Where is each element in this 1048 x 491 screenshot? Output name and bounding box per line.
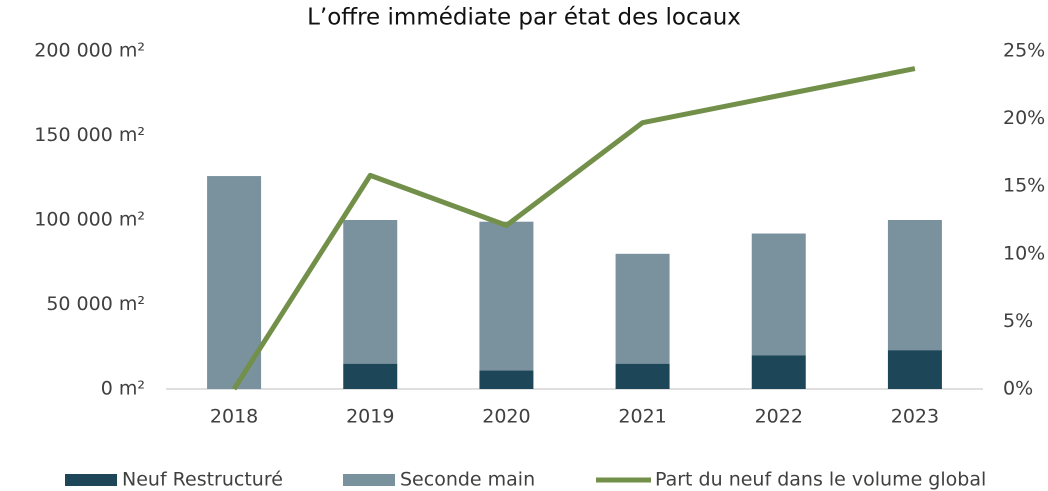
legend-swatch xyxy=(65,474,117,486)
bar-segment xyxy=(343,220,398,364)
y-tick-label: 50 000 m² xyxy=(46,293,145,315)
bar-segment xyxy=(887,350,942,389)
x-tick-label: 2023 xyxy=(891,406,939,428)
y2-tick-label: 15% xyxy=(1003,175,1045,197)
y-tick-label: 0 m² xyxy=(101,378,145,400)
y-tick-label: 200 000 m² xyxy=(34,40,145,62)
y2-tick-label: 0% xyxy=(1003,378,1033,400)
y2-tick-label: 20% xyxy=(1003,107,1045,129)
x-tick-label: 2021 xyxy=(618,406,666,428)
bar-segment xyxy=(479,221,534,371)
bar-segment xyxy=(615,363,670,389)
bar-segment xyxy=(207,176,262,389)
line-series xyxy=(231,66,916,391)
x-tick-label: 2020 xyxy=(482,406,530,428)
chart-title: L’offre immédiate par état des locaux xyxy=(307,5,741,31)
bar-segment xyxy=(751,355,806,389)
legend-swatch xyxy=(343,474,395,486)
bar-segment xyxy=(615,253,670,364)
bar-segment xyxy=(479,370,534,389)
y2-tick-label: 10% xyxy=(1003,242,1045,264)
y-tick-label: 150 000 m² xyxy=(34,124,145,146)
y2-tick-label: 25% xyxy=(1003,40,1045,62)
bar-segment xyxy=(343,363,398,389)
x-tick-label: 2022 xyxy=(755,406,803,428)
bar-segment xyxy=(887,220,942,351)
y2-tick-label: 5% xyxy=(1003,310,1033,332)
legend-label: Part du neuf dans le volume global xyxy=(655,469,986,491)
legend-label: Seconde main xyxy=(400,469,535,491)
bar-segment xyxy=(751,233,806,356)
x-tick-label: 2019 xyxy=(346,406,394,428)
legend-label: Neuf Restructuré xyxy=(122,469,283,491)
y-tick-label: 100 000 m² xyxy=(34,209,145,231)
x-tick-label: 2018 xyxy=(210,406,258,428)
